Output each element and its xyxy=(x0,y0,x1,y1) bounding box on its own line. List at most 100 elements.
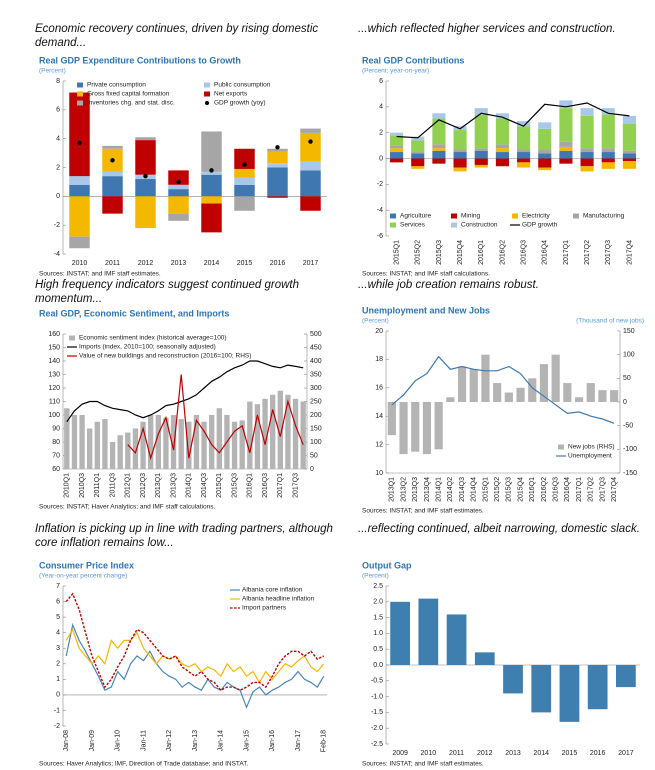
legend-swatch xyxy=(451,213,457,219)
tick-label: -4 xyxy=(377,207,383,214)
bar xyxy=(446,614,467,665)
bar xyxy=(285,394,291,469)
legend-swatch xyxy=(77,82,83,88)
bar xyxy=(201,131,222,172)
bar xyxy=(390,135,404,146)
bar xyxy=(300,170,321,197)
bar xyxy=(390,601,410,665)
dot xyxy=(143,173,148,179)
x-tick-label: 2011 xyxy=(449,750,464,757)
bar xyxy=(453,167,467,172)
x-tick-label: 2016 xyxy=(270,260,286,267)
legend-label: Net exports xyxy=(214,91,248,98)
chart-subtitle: (Percent) xyxy=(362,573,389,580)
legend-swatch xyxy=(69,335,75,341)
bar xyxy=(517,152,531,159)
tick-label: 2 xyxy=(56,661,60,668)
tick-label: -6 xyxy=(377,233,383,240)
bar xyxy=(601,162,615,169)
bar xyxy=(517,162,531,168)
bar xyxy=(168,184,189,190)
x-tick-label: 2010Q3 xyxy=(79,473,86,498)
bar xyxy=(411,136,425,141)
tick-label: 16 xyxy=(375,385,383,392)
bar xyxy=(493,383,502,402)
x-tick-label: 2009 xyxy=(392,750,408,757)
bar xyxy=(102,171,123,177)
bar xyxy=(538,149,552,154)
bar xyxy=(622,115,636,124)
bar xyxy=(580,115,594,149)
tick-label: 6 xyxy=(379,78,383,85)
bar xyxy=(186,421,192,469)
bar xyxy=(270,394,276,469)
x-tick-label: 2016Q3 xyxy=(520,240,527,265)
bar xyxy=(538,167,552,171)
tick-label: 100 xyxy=(310,439,322,446)
legend-swatch xyxy=(390,213,396,219)
tick-label: 50 xyxy=(623,375,631,382)
x-tick-label: 2017Q4 xyxy=(626,240,633,265)
bar xyxy=(622,161,636,169)
tick-label: -2 xyxy=(54,723,60,730)
x-tick-label: 2017Q2 xyxy=(584,240,591,265)
bar xyxy=(168,196,189,214)
legend-label: Manufacturing xyxy=(583,213,625,220)
bar xyxy=(622,123,636,151)
bar xyxy=(432,118,446,145)
caption: Inflation is picking up in line with tra… xyxy=(35,523,333,549)
bar xyxy=(563,383,572,402)
chart-subtitle: (Percent) xyxy=(362,318,389,325)
bar xyxy=(538,122,552,129)
chart-title: Output Gap xyxy=(362,560,412,570)
bar xyxy=(622,150,636,154)
x-tick-label: 2016Q3 xyxy=(262,473,269,498)
bar xyxy=(528,378,537,402)
bar xyxy=(538,153,552,159)
x-tick-label: 2012Q3 xyxy=(140,473,147,498)
bar xyxy=(201,171,222,175)
x-tick-label: 2016 xyxy=(590,750,606,757)
bar xyxy=(170,415,177,469)
bar xyxy=(616,665,636,688)
x-tick-label: 2015 xyxy=(237,260,253,267)
tick-label: 8 xyxy=(56,78,60,85)
caption: ...reflecting continued, albeit narrowin… xyxy=(358,523,640,535)
tick-label: 140 xyxy=(48,358,60,365)
x-tick-label: 2017Q1 xyxy=(277,473,284,498)
tick-label: -1.5 xyxy=(371,709,383,716)
x-tick-label: 2013Q2 xyxy=(400,477,407,502)
dot xyxy=(275,145,280,150)
bar xyxy=(411,402,420,452)
tick-label: 0 xyxy=(310,466,314,473)
tick-label: 80 xyxy=(52,439,60,446)
x-tick-label: 2016Q1 xyxy=(529,477,536,502)
tick-label: 160 xyxy=(48,331,60,338)
bar xyxy=(234,184,255,197)
bar xyxy=(574,397,584,402)
tick-label: -2.5 xyxy=(371,741,383,748)
legend-label: Unemployment xyxy=(568,453,612,460)
bar xyxy=(559,108,573,142)
bar xyxy=(64,408,70,469)
bar xyxy=(422,402,432,455)
bar xyxy=(601,152,615,159)
bar xyxy=(559,158,573,164)
tick-label: -2 xyxy=(377,181,383,188)
dot xyxy=(209,168,214,173)
x-tick-label: 2015Q1 xyxy=(482,477,489,502)
tick-label: 3 xyxy=(56,645,60,652)
tick-label: 110 xyxy=(49,398,60,405)
bar xyxy=(102,176,123,197)
legend-label: Electricity xyxy=(522,213,551,220)
bar xyxy=(474,114,488,149)
bar xyxy=(201,421,207,469)
tick-label: 450 xyxy=(310,344,322,351)
bar xyxy=(474,652,495,665)
x-tick-label: 2015Q4 xyxy=(457,240,464,265)
bar xyxy=(109,442,116,469)
bar xyxy=(418,598,439,665)
source: Sources: INSTAT; and IMF staff estimates… xyxy=(362,508,484,515)
bar xyxy=(432,148,446,151)
tick-label: -1 xyxy=(54,707,60,714)
